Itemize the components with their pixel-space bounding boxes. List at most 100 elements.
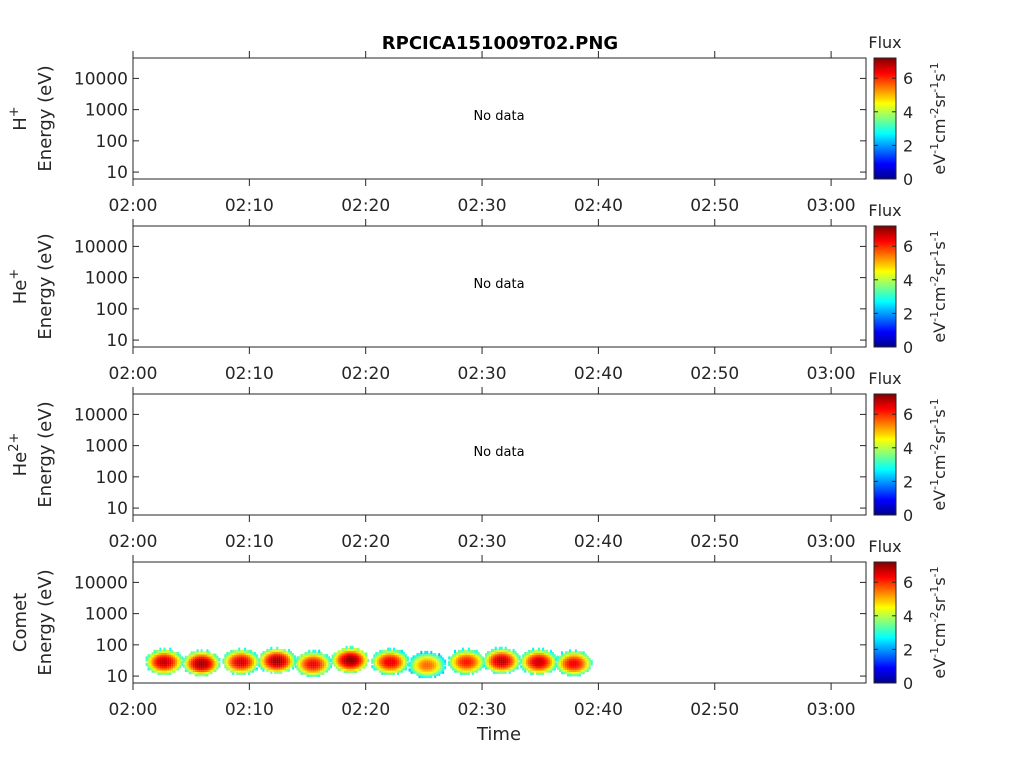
heatmap-cell	[212, 657, 215, 662]
heatmap-cell	[532, 649, 535, 653]
heatmap-cell	[196, 660, 199, 664]
heatmap-cell	[196, 649, 199, 653]
heatmap-cell	[498, 659, 501, 663]
heatmap-cell	[458, 669, 460, 673]
heatmap-cell	[516, 653, 519, 657]
heatmap-cell	[341, 656, 344, 660]
heatmap-cell	[298, 665, 301, 669]
heatmap-cell	[506, 653, 509, 657]
heatmap-cell	[586, 662, 589, 666]
heatmap-cell	[310, 667, 313, 671]
heatmap-cell	[345, 667, 348, 671]
heatmap-cell	[194, 673, 197, 677]
heatmap-cell	[298, 656, 301, 660]
heatmap-cell	[526, 660, 529, 664]
heatmap-cell	[153, 667, 156, 671]
heatmap-cell	[256, 656, 258, 660]
heatmap-cell	[155, 656, 158, 660]
heatmap-cell	[343, 656, 346, 660]
heatmap-cell	[210, 668, 213, 672]
heatmap-cell	[347, 654, 350, 658]
heatmap-cell	[173, 660, 176, 664]
y-axis-species-label: He2+	[7, 433, 31, 477]
heatmap-cell	[452, 654, 454, 658]
heatmap-cell	[565, 668, 567, 672]
heatmap-cell	[444, 661, 447, 665]
heatmap-cell	[477, 656, 480, 660]
heatmap-cell	[536, 660, 538, 664]
heatmap-cell	[536, 671, 538, 675]
heatmap-cell	[278, 668, 281, 672]
heatmap-cell	[422, 661, 425, 665]
heatmap-cell	[416, 655, 419, 659]
heatmap-cell	[250, 662, 252, 667]
heatmap-cell	[298, 660, 301, 664]
heatmap-cell	[276, 670, 279, 674]
heatmap-cell	[286, 664, 289, 668]
heatmap-cell	[324, 665, 327, 669]
heatmap-cell	[557, 662, 560, 666]
heatmap-cell	[578, 662, 581, 666]
heatmap-cell	[428, 668, 431, 672]
heatmap-cell	[280, 670, 283, 674]
heatmap-cell	[391, 654, 394, 658]
heatmap-cell	[504, 666, 507, 670]
heatmap-cell	[159, 660, 162, 664]
heatmap-cell	[200, 666, 203, 670]
heatmap-cell	[190, 653, 193, 657]
heatmap-cell	[196, 666, 199, 670]
heatmap-cell	[471, 662, 474, 667]
heatmap-cell	[404, 660, 407, 664]
heatmap-cell	[308, 671, 311, 675]
heatmap-cell	[248, 662, 251, 667]
heatmap-cell	[522, 667, 525, 671]
heatmap-cell	[492, 648, 495, 653]
heatmap-cell	[320, 669, 323, 673]
heatmap-cell	[578, 673, 581, 677]
heatmap-cell	[420, 650, 423, 655]
heatmap-cell	[574, 664, 577, 668]
heatmap-cell	[190, 662, 193, 666]
heatmap-cell	[163, 667, 166, 671]
heatmap-cell	[516, 662, 519, 666]
heatmap-cell	[502, 657, 505, 661]
heatmap-cell	[401, 667, 403, 671]
heatmap-cell	[383, 671, 386, 675]
heatmap-cell	[167, 665, 170, 669]
heatmap-cell	[353, 663, 356, 667]
colorbar-tick-label: 4	[903, 439, 913, 458]
heatmap-cell	[578, 671, 581, 675]
heatmap-cell	[324, 669, 327, 673]
heatmap-cell	[194, 653, 197, 657]
heatmap-cell	[561, 668, 563, 672]
heatmap-cell	[473, 658, 476, 662]
heatmap-cell	[365, 663, 368, 667]
colorbar	[874, 394, 896, 515]
heatmap-cell	[345, 648, 348, 652]
heatmap-cell	[586, 657, 589, 662]
heatmap-cell	[559, 657, 562, 662]
heatmap-cell	[567, 651, 569, 655]
heatmap-cell	[181, 656, 184, 660]
heatmap-cell	[274, 668, 277, 672]
heatmap-cell	[274, 655, 277, 659]
x-tick-label: 02:40	[574, 196, 623, 216]
heatmap-cell	[147, 667, 150, 671]
heatmap-cell	[582, 666, 585, 670]
heatmap-cell	[322, 654, 325, 658]
heatmap-cell	[373, 656, 376, 660]
heatmap-cell	[310, 662, 313, 666]
heatmap-cell	[157, 669, 160, 673]
heatmap-cell	[228, 660, 231, 664]
heatmap-cell	[333, 663, 336, 667]
heatmap-cell	[236, 660, 239, 664]
heatmap-cell	[200, 668, 203, 672]
heatmap-cell	[430, 664, 433, 668]
heatmap-cell	[161, 658, 164, 662]
heatmap-cell	[542, 662, 544, 667]
heatmap-cell	[399, 669, 401, 673]
heatmap-cell	[250, 656, 252, 660]
heatmap-cell	[355, 669, 358, 674]
heatmap-cell	[401, 658, 403, 662]
heatmap-cell	[248, 658, 251, 662]
